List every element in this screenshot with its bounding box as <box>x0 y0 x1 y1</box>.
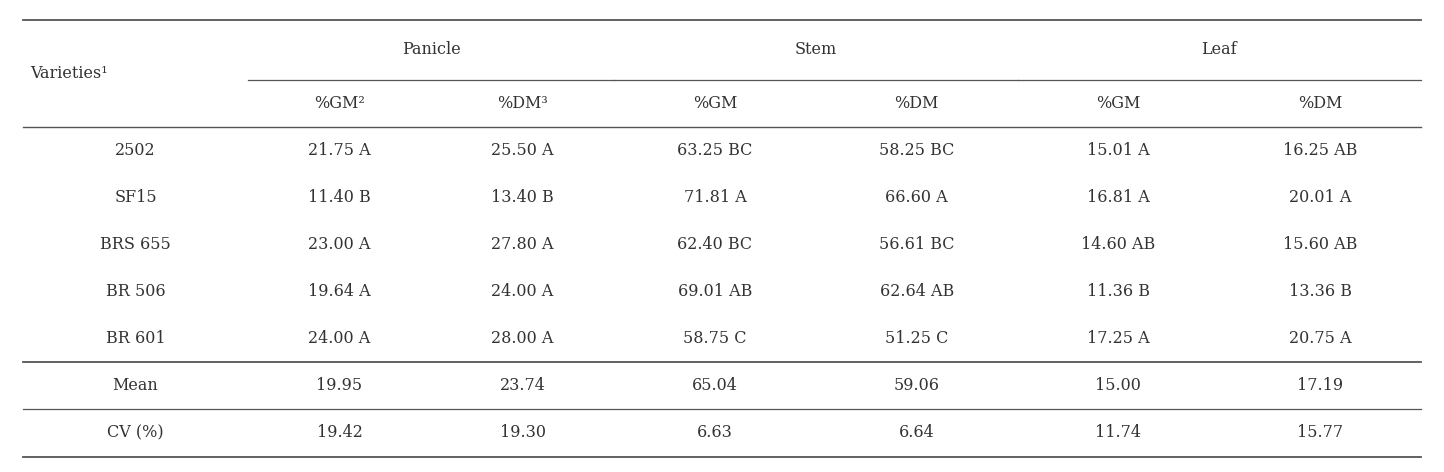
Text: %DM³: %DM³ <box>497 94 549 112</box>
Text: 11.74: 11.74 <box>1096 424 1141 441</box>
Text: 19.42: 19.42 <box>316 424 362 441</box>
Text: 25.50 A: 25.50 A <box>491 142 554 159</box>
Text: 15.60 AB: 15.60 AB <box>1282 236 1357 253</box>
Text: 14.60 AB: 14.60 AB <box>1082 236 1155 253</box>
Text: 15.01 A: 15.01 A <box>1087 142 1149 159</box>
Text: 13.36 B: 13.36 B <box>1288 283 1352 300</box>
Text: 21.75 A: 21.75 A <box>308 142 371 159</box>
Text: 24.00 A: 24.00 A <box>491 283 553 300</box>
Text: Panicle: Panicle <box>401 42 461 59</box>
Text: 58.25 BC: 58.25 BC <box>879 142 954 159</box>
Text: 11.40 B: 11.40 B <box>308 189 371 206</box>
Text: 65.04: 65.04 <box>692 377 738 394</box>
Text: 19.95: 19.95 <box>316 377 362 394</box>
Text: Varieties¹: Varieties¹ <box>30 65 108 82</box>
Text: 27.80 A: 27.80 A <box>491 236 554 253</box>
Text: 6.64: 6.64 <box>898 424 934 441</box>
Text: 63.25 BC: 63.25 BC <box>677 142 752 159</box>
Text: 28.00 A: 28.00 A <box>491 330 554 347</box>
Text: %DM: %DM <box>894 94 939 112</box>
Text: 20.01 A: 20.01 A <box>1289 189 1352 206</box>
Text: 23.00 A: 23.00 A <box>309 236 371 253</box>
Text: SF15: SF15 <box>114 189 157 206</box>
Text: 19.30: 19.30 <box>500 424 546 441</box>
Text: %GM: %GM <box>1096 94 1141 112</box>
Text: 59.06: 59.06 <box>894 377 940 394</box>
Text: 20.75 A: 20.75 A <box>1289 330 1352 347</box>
Text: Leaf: Leaf <box>1201 42 1238 59</box>
Text: 2502: 2502 <box>116 142 156 159</box>
Text: %DM: %DM <box>1298 94 1343 112</box>
Text: 62.40 BC: 62.40 BC <box>677 236 752 253</box>
Text: 24.00 A: 24.00 A <box>309 330 371 347</box>
Text: 15.77: 15.77 <box>1297 424 1343 441</box>
Text: 56.61 BC: 56.61 BC <box>879 236 954 253</box>
Text: 66.60 A: 66.60 A <box>885 189 949 206</box>
Text: 58.75 C: 58.75 C <box>683 330 747 347</box>
Text: 11.36 B: 11.36 B <box>1087 283 1149 300</box>
Text: Stem: Stem <box>794 42 838 59</box>
Text: %GM²: %GM² <box>315 94 365 112</box>
Text: 6.63: 6.63 <box>697 424 734 441</box>
Text: BR 601: BR 601 <box>105 330 165 347</box>
Text: 23.74: 23.74 <box>500 377 546 394</box>
Text: 17.19: 17.19 <box>1297 377 1343 394</box>
Text: BRS 655: BRS 655 <box>100 236 170 253</box>
Text: 62.64 AB: 62.64 AB <box>879 283 954 300</box>
Text: 51.25 C: 51.25 C <box>885 330 949 347</box>
Text: 19.64 A: 19.64 A <box>308 283 371 300</box>
Text: %GM: %GM <box>693 94 738 112</box>
Text: 16.81 A: 16.81 A <box>1087 189 1149 206</box>
Text: 71.81 A: 71.81 A <box>683 189 747 206</box>
Text: 69.01 AB: 69.01 AB <box>677 283 752 300</box>
Text: 17.25 A: 17.25 A <box>1087 330 1149 347</box>
Text: 15.00: 15.00 <box>1096 377 1141 394</box>
Text: 13.40 B: 13.40 B <box>491 189 554 206</box>
Text: BR 506: BR 506 <box>105 283 165 300</box>
Text: CV (%): CV (%) <box>107 424 163 441</box>
Text: Mean: Mean <box>113 377 159 394</box>
Text: 16.25 AB: 16.25 AB <box>1282 142 1357 159</box>
